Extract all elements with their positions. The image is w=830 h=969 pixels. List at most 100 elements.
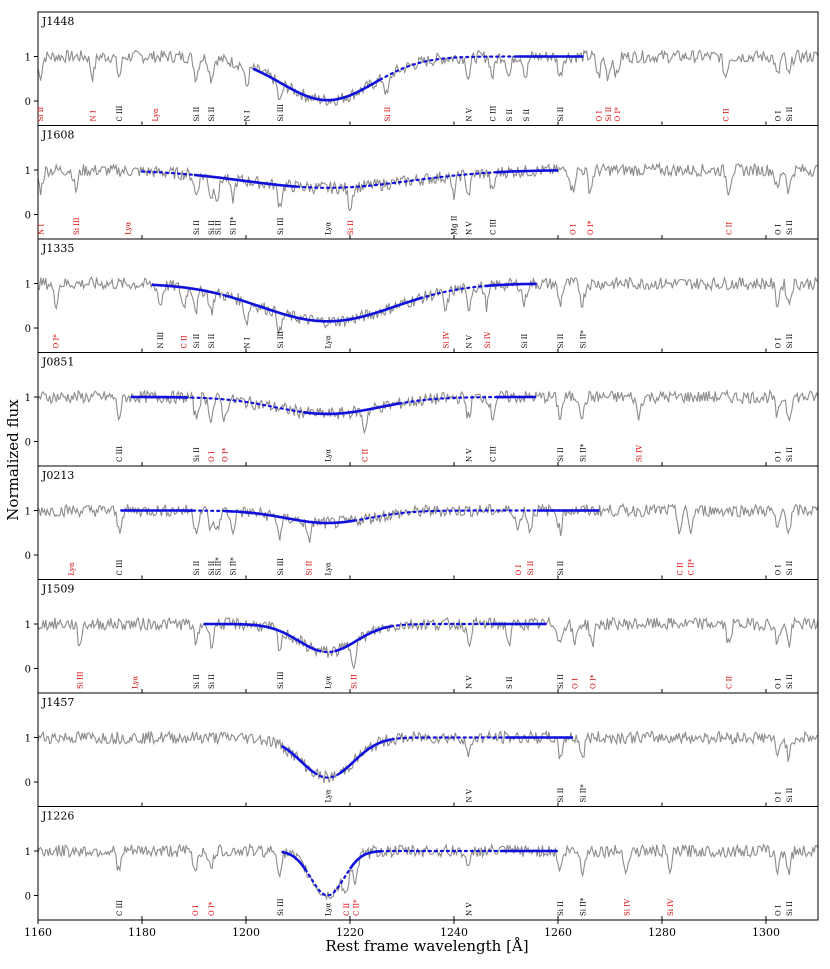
line-label: S II [523, 109, 531, 122]
lya-fit-solid [495, 169, 558, 174]
panel-frame [37, 465, 819, 580]
line-label: Si II [786, 106, 794, 121]
line-label: C II [726, 222, 734, 235]
line-label: N I [90, 110, 98, 121]
line-label: O I [596, 111, 604, 122]
line-label: C II [726, 676, 734, 689]
line-label: Si III [277, 331, 285, 349]
line-label: Si II [786, 220, 794, 235]
line-label: Lyα [152, 108, 160, 121]
y-tick-label: 1 [25, 53, 31, 64]
line-label: O I [774, 111, 782, 122]
line-label: Si II [557, 901, 565, 916]
line-label: C III [489, 446, 497, 462]
line-label: Si II [521, 333, 529, 348]
line-label: Si II [214, 220, 222, 235]
line-label: Si IV [636, 444, 644, 462]
line-label: Lyα [324, 222, 332, 235]
line-label: Si II [786, 787, 794, 802]
line-label: O I [570, 224, 578, 235]
x-tick-label: 1280 [648, 926, 676, 939]
panel-name: J1457 [41, 696, 74, 709]
line-label: O I [515, 565, 523, 576]
y-tick-label: 1 [25, 507, 31, 518]
line-label: Si II* [579, 897, 587, 916]
line-label: Si III [277, 104, 285, 122]
y-tick-label: 1 [25, 734, 31, 745]
x-tick-label: 1260 [544, 926, 572, 939]
line-label: Si IV [484, 330, 492, 348]
spectrum-trace [38, 48, 818, 107]
line-label: C II* [688, 558, 696, 575]
line-label: Lyα [324, 449, 332, 462]
x-tick-label: 1240 [440, 926, 468, 939]
panel-j0851: 0 1 J0851 C III Si II O I O I* Lyα C II N V C III S… [25, 352, 819, 467]
line-label: O I [774, 338, 782, 349]
line-label: Si II* [579, 443, 587, 462]
line-label: O I* [53, 334, 61, 349]
panel-j1509: 0 1 J1509 Si III Lyα Si II Si II Si III Lyα Si II… [25, 579, 819, 694]
line-label: Lyα [68, 562, 76, 575]
line-label: N V [466, 448, 474, 462]
line-label: Si II [557, 674, 565, 689]
panel-frame [37, 579, 819, 694]
lya-fit-solid [334, 625, 391, 653]
x-axis: 1160 1180 1200 1220 1240 1260 1280 1300 [24, 920, 780, 939]
lya-fit-solid [281, 745, 316, 775]
line-label: Si II* [214, 557, 222, 576]
y-tick-label: 0 [25, 97, 31, 108]
line-label: O I* [614, 107, 622, 122]
spectrum-trace [38, 615, 818, 670]
lya-model-dotted [140, 169, 557, 189]
line-label: Si IV [443, 330, 451, 348]
line-label: O I [774, 224, 782, 235]
line-label: Si III [73, 217, 81, 235]
y-tick-label: 1 [25, 620, 31, 631]
panel-frame [37, 692, 819, 807]
line-label: Si II [557, 333, 565, 348]
x-axis-label: Rest frame wavelength [Å] [325, 937, 528, 955]
panel-j1448: 0 1 J1448 Si II N I C III Lyα Si II Si II N I Si I… [25, 11, 819, 126]
line-label: Si IV [624, 898, 632, 916]
line-label: N I [244, 337, 252, 348]
line-label: Si III [277, 671, 285, 689]
lya-model-dotted [120, 509, 599, 525]
line-label: Si II [557, 106, 565, 121]
panel-name: J0851 [41, 356, 74, 369]
line-label: Si III [77, 671, 85, 689]
line-label: Si II [193, 447, 201, 462]
lya-fit-solid [338, 738, 392, 775]
line-label: C II [343, 903, 351, 916]
panel-name: J1509 [41, 583, 74, 596]
y-tick-label: 1 [25, 393, 31, 404]
line-label: O I [774, 565, 782, 576]
line-label: Si IV [667, 898, 675, 916]
line-label: Si II* [229, 557, 237, 576]
panel-j1457: 0 1 J1457 Lyα N V Si II Si II* O I Si II [25, 692, 819, 807]
line-label: Si II [208, 560, 216, 575]
line-label: N I [244, 110, 252, 121]
line-label: C II [722, 108, 730, 121]
line-label: C II [677, 562, 685, 575]
y-tick-label: 1 [25, 847, 31, 858]
panel-frame [37, 352, 819, 467]
lya-fit-solid [253, 67, 381, 102]
lya-fit-solid [152, 283, 220, 296]
line-label: Si II [786, 333, 794, 348]
y-tick-label: 0 [25, 665, 31, 676]
y-tick-label: 0 [25, 438, 31, 449]
line-label: Si II [208, 674, 216, 689]
line-label: Si II [208, 220, 216, 235]
line-label: C III [116, 900, 124, 916]
y-tick-label: 1 [25, 280, 31, 291]
line-label: C III [116, 105, 124, 121]
line-label: Si II [193, 674, 201, 689]
line-label: Si II [557, 447, 565, 462]
line-label: Lyα [324, 676, 332, 689]
line-label: C II* [353, 899, 361, 916]
panel-name: J0213 [41, 469, 74, 482]
line-label: C II [362, 449, 370, 462]
y-axis-label: Normalized flux [4, 399, 22, 521]
x-tick-label: 1180 [128, 926, 156, 939]
